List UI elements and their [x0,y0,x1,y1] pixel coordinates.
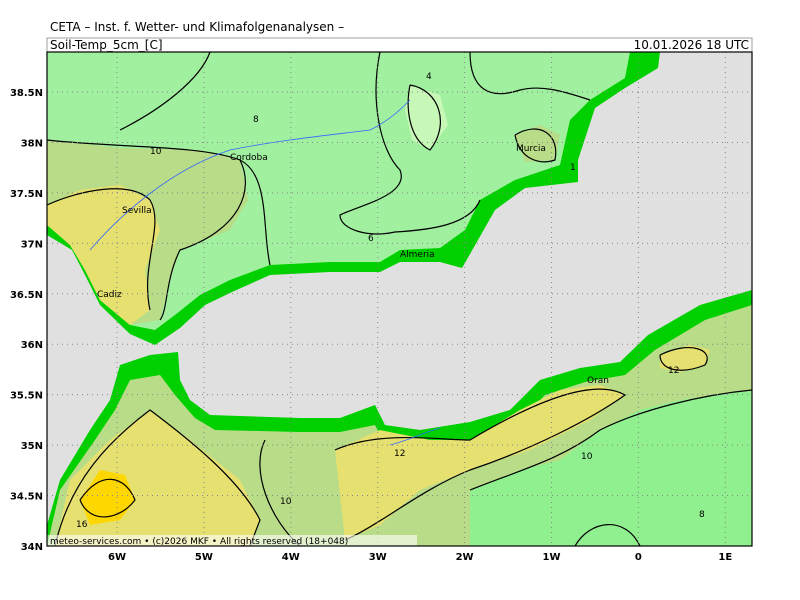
contour-label: 1 [570,163,576,173]
lon-label: 4W [282,552,300,563]
contour-label: 6 [368,234,374,244]
lon-label: 3W [369,552,387,563]
lat-label: 35N [21,441,43,452]
oran-yellow [660,345,710,372]
contour-label: 4 [426,72,432,82]
city-label: Cadiz [97,290,122,300]
map-frame [46,51,753,547]
lon-label: 0 [635,552,642,563]
contour-label: 12 [668,366,679,376]
city-label: Murcia [516,144,546,154]
datetime: 10.01.2026 18 UTC [634,38,749,52]
lat-label: 36N [21,340,43,351]
lon-label: 1E [718,552,732,563]
africa-green [470,390,752,546]
rivers [89,99,441,446]
iberia-lightest [405,85,448,150]
city-label: Oran [587,376,609,386]
contour-label: 8 [699,510,705,520]
lat-label: 38N [21,138,43,149]
africa-gold [80,470,135,525]
contour-label: 12 [394,449,405,459]
contour-label: 8 [253,115,259,125]
city-label: Sevilla [122,206,152,216]
city-label: Almeria [400,250,435,260]
africa-yellow-band [335,385,625,540]
contour-label: 10 [150,147,162,157]
contour-label: 16 [76,520,88,530]
lat-label: 38.5N [10,88,43,99]
lon-label: 6W [108,552,126,563]
footer-bg [47,535,417,546]
iberia-yellow [47,185,160,325]
title: CETA – Inst. f. Wetter- und Klimafolgena… [50,20,344,34]
iberia-land [47,52,630,330]
contour-label: 10 [280,497,292,507]
lat-label: 34.5N [10,492,43,503]
footer: meteo-services.com • (c)2026 MKF • All r… [50,537,348,547]
lat-label: 35.5N [10,391,43,402]
contour-label: 10 [581,452,593,462]
lat-label: 37.5N [10,189,43,200]
variable: Soil-Temp_5cm_[C] [50,38,163,52]
map-area: Cordoba Sevilla Cadiz Almeria Murcia Ora… [46,51,753,547]
lon-label: 2W [456,552,474,563]
lat-label: 36.5N [10,290,43,301]
lat-label: 34N [21,542,43,553]
lon-label: 1W [543,552,561,563]
city-label: Cordoba [230,153,268,163]
lat-label: 37N [21,239,43,250]
lon-label: 5W [195,552,213,563]
